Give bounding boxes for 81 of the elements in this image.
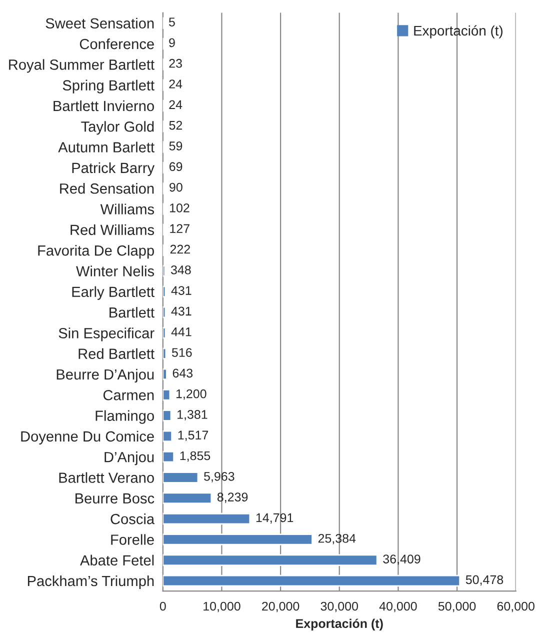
- x-tick-label: 40,000: [379, 602, 417, 612]
- data-label: 24: [169, 100, 182, 109]
- data-label: 5: [168, 18, 175, 26]
- bar: [162, 450, 175, 463]
- y-tick-label: Beurre Bosc: [76, 493, 154, 504]
- y-tick-label: D’Anjou: [104, 452, 154, 466]
- data-label: 643: [172, 368, 193, 378]
- y-tick-label: Bartlett Verano: [59, 472, 154, 483]
- data-label: 23: [169, 58, 182, 68]
- data-label: 9: [169, 38, 175, 48]
- bar: [162, 492, 212, 504]
- x-axis-title: Exportación (t): [296, 618, 383, 630]
- data-label: 50,478: [466, 575, 504, 586]
- data-label: 69: [169, 162, 182, 172]
- data-label: 1,517: [178, 430, 208, 442]
- x-tick-label: 30,000: [320, 602, 358, 612]
- bar: [162, 534, 313, 546]
- data-label: 36,409: [383, 554, 420, 565]
- y-tick-label: Sweet Sensation: [46, 18, 154, 29]
- data-label: 222: [170, 244, 190, 254]
- bar: [162, 574, 461, 587]
- y-tick-label: Taylor Gold: [81, 121, 154, 135]
- data-label: 102: [170, 203, 190, 212]
- bar: [162, 554, 378, 566]
- data-label: 1,200: [176, 389, 206, 400]
- y-tick-label: Red Williams: [70, 224, 154, 236]
- y-tick-label: Abate Fetel: [80, 554, 154, 566]
- bar: [162, 368, 168, 380]
- x-tick-label: 10,000: [204, 602, 240, 612]
- y-tick-label: Bartlett Invierno: [54, 100, 154, 112]
- y-tick-label: Beurre D’Anjou: [56, 368, 154, 383]
- data-label: 127: [170, 224, 190, 233]
- y-tick-label: Sin Especificar: [58, 328, 154, 342]
- y-tick-label: Forelle: [111, 534, 154, 545]
- data-label: 5,963: [204, 472, 234, 482]
- data-label: 431: [171, 306, 192, 316]
- data-label: 348: [170, 265, 191, 274]
- bar: [162, 306, 166, 318]
- y-tick-label: Royal Summer Bartlett: [9, 59, 154, 73]
- bar: [162, 410, 172, 422]
- data-label: 441: [171, 328, 192, 336]
- x-tick-label: 20,000: [262, 602, 300, 612]
- data-label: 52: [169, 120, 182, 130]
- y-tick-label: Doyenne Du Comice: [21, 430, 154, 444]
- bar: [162, 286, 166, 298]
- bar: [162, 472, 199, 484]
- data-label: 59: [169, 142, 182, 150]
- y-tick-label: Patrick Barry: [72, 162, 155, 176]
- y-tick-label: Favorita De Clapp: [38, 245, 154, 259]
- y-tick-label: Spring Bartlett: [62, 80, 154, 94]
- data-label: 8,239: [217, 492, 248, 503]
- bar: [162, 389, 171, 401]
- y-tick-label: Early Bartlett: [72, 286, 154, 300]
- y-tick-label: Autumn Barlett: [58, 142, 154, 152]
- legend-label: Exportación (t): [414, 25, 502, 38]
- y-tick-label: Bartlett: [110, 306, 154, 318]
- bar: [162, 348, 167, 360]
- y-tick-label: Packham’s Triumph: [28, 575, 154, 590]
- y-tick-label: Red Sensation: [60, 183, 154, 194]
- bar: [162, 327, 166, 339]
- bar: [162, 265, 166, 277]
- y-tick-label: Williams: [100, 204, 154, 214]
- x-tick-label: 50,000: [438, 602, 476, 612]
- data-label: 1,381: [178, 410, 208, 420]
- y-tick-label: Coscia: [110, 514, 155, 524]
- y-tick-label: Flamingo: [96, 410, 154, 424]
- data-label: 90: [170, 182, 182, 192]
- x-tick-label: 0: [160, 602, 166, 611]
- data-label: 516: [172, 348, 192, 357]
- data-label: 431: [171, 286, 192, 295]
- y-tick-label: Winter Nelis: [76, 266, 154, 276]
- data-label: 25,384: [318, 534, 356, 544]
- data-label: 1,855: [180, 451, 210, 462]
- y-tick-label: Carmen: [103, 390, 154, 400]
- bar: [162, 430, 173, 442]
- y-tick-label: Red Bartlett: [78, 348, 154, 359]
- bar: [162, 512, 251, 525]
- y-tick-label: Conference: [80, 38, 154, 50]
- x-tick-label: 60,000: [497, 602, 534, 612]
- data-label: 24: [169, 80, 182, 88]
- data-label: 14,791: [256, 513, 294, 524]
